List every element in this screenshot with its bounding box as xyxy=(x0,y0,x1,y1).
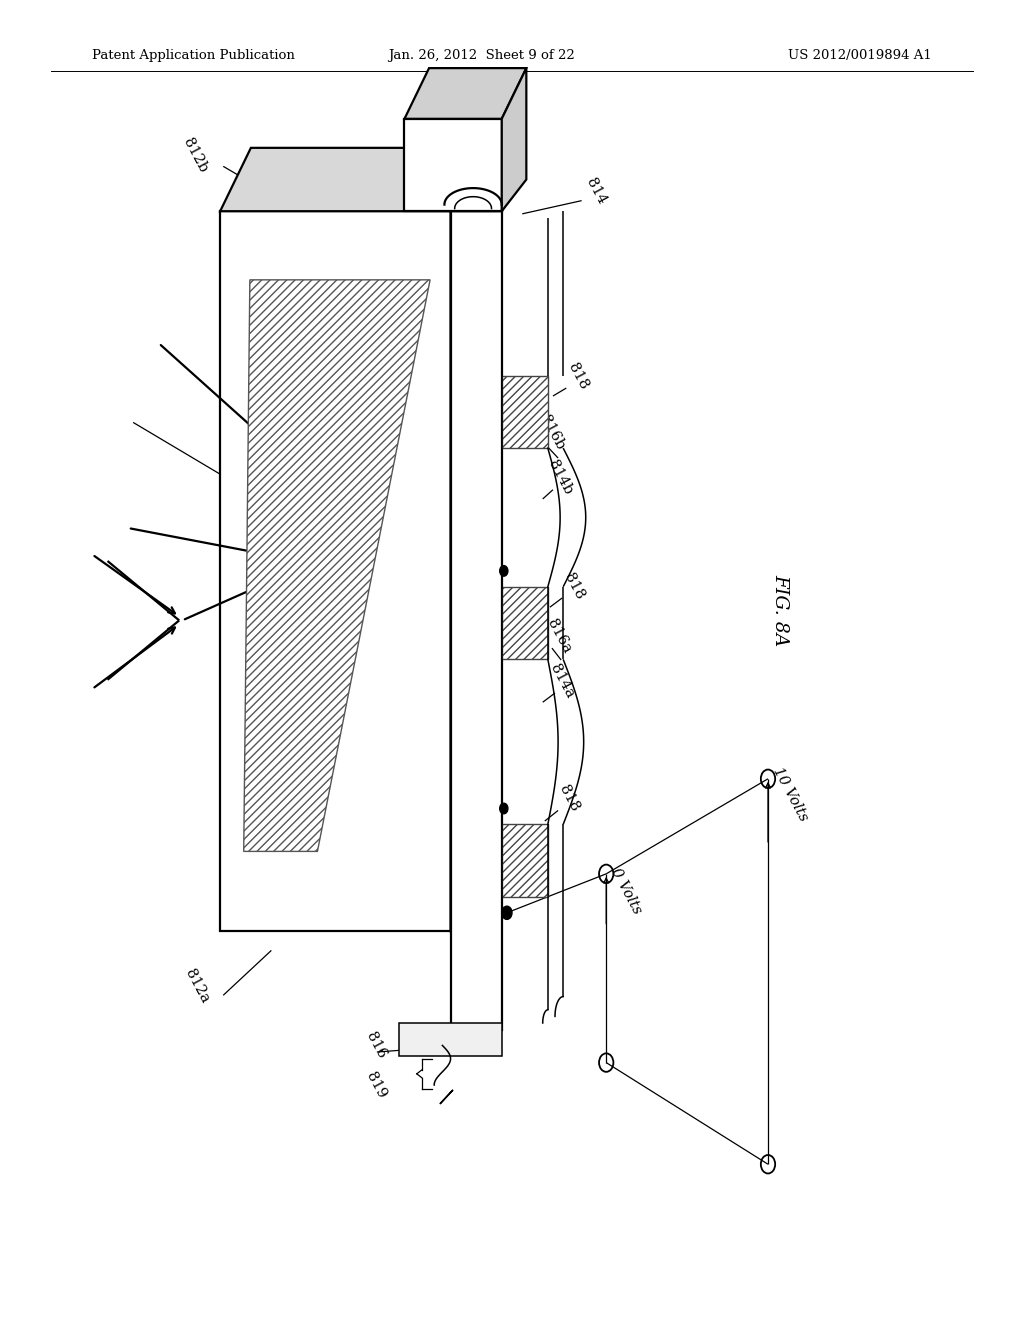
Polygon shape xyxy=(451,173,520,211)
Text: 812b: 812b xyxy=(180,136,210,176)
Text: FIG. 8A: FIG. 8A xyxy=(771,574,790,645)
Circle shape xyxy=(502,907,512,920)
Polygon shape xyxy=(220,148,481,211)
Text: 816a: 816a xyxy=(545,616,574,656)
Circle shape xyxy=(500,565,508,576)
Text: US 2012/0019894 A1: US 2012/0019894 A1 xyxy=(788,49,932,62)
Polygon shape xyxy=(451,148,481,931)
Text: 812a: 812a xyxy=(182,966,212,1006)
Text: 814: 814 xyxy=(584,176,609,207)
Text: 814a: 814a xyxy=(548,661,578,701)
Polygon shape xyxy=(502,586,548,659)
Text: 820: 820 xyxy=(444,110,470,141)
Polygon shape xyxy=(404,119,502,211)
Text: 818: 818 xyxy=(561,570,587,602)
Circle shape xyxy=(500,803,508,813)
Text: 0 Volts: 0 Volts xyxy=(608,866,644,916)
Text: 814b: 814b xyxy=(546,458,575,498)
Polygon shape xyxy=(451,211,502,1030)
Polygon shape xyxy=(220,211,451,931)
Polygon shape xyxy=(399,1023,502,1056)
Text: 818: 818 xyxy=(556,783,582,814)
Text: 818: 818 xyxy=(565,360,591,392)
Polygon shape xyxy=(502,69,526,211)
Polygon shape xyxy=(244,280,430,851)
Polygon shape xyxy=(404,69,526,119)
Text: Jan. 26, 2012  Sheet 9 of 22: Jan. 26, 2012 Sheet 9 of 22 xyxy=(388,49,574,62)
Text: Patent Application Publication: Patent Application Publication xyxy=(92,49,295,62)
Text: 10 Volts: 10 Volts xyxy=(770,766,810,824)
Text: 816: 816 xyxy=(364,1030,389,1061)
Text: 816b: 816b xyxy=(538,413,567,453)
Polygon shape xyxy=(502,824,548,898)
Text: 819: 819 xyxy=(364,1069,389,1101)
Polygon shape xyxy=(502,376,548,449)
